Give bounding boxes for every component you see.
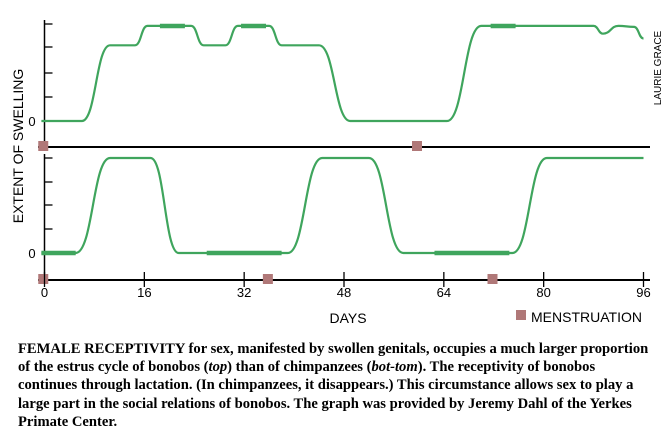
x-tick-label-0: 0 bbox=[41, 285, 48, 300]
menstruation-marker-0 bbox=[38, 274, 49, 284]
swelling-line bbox=[41, 156, 644, 255]
caption-text-3: ). The receptivity of bonobos continues … bbox=[18, 359, 634, 430]
menstruation-marker-1 bbox=[262, 274, 273, 284]
caption-text-2: ) than of chimpanzees ( bbox=[227, 359, 372, 376]
y-zero-label: 0 bbox=[28, 246, 35, 261]
caption-italic-bottom: bot-tom bbox=[371, 359, 418, 376]
menstruation-marker-2 bbox=[487, 274, 498, 284]
x-tick-label-3: 48 bbox=[337, 285, 351, 300]
x-tick-label-5: 80 bbox=[536, 285, 550, 300]
legend-menstruation-label: MENSTRUATION bbox=[531, 309, 642, 325]
x-axis-label: DAYS bbox=[329, 310, 366, 326]
caption-text-1: FEMALE RECEPTIVITY for sex, manifested b… bbox=[18, 341, 649, 376]
x-tick-label-1: 16 bbox=[137, 285, 151, 300]
legend-menstruation-swatch bbox=[516, 310, 526, 320]
credit-label: LAURIE GRACE bbox=[653, 30, 664, 105]
swelling-line bbox=[41, 24, 644, 123]
chimpanzee-panel: 0 bbox=[28, 154, 650, 284]
x-tick-label-4: 64 bbox=[437, 285, 451, 300]
legend: MENSTRUATION bbox=[516, 309, 642, 325]
bonobo-panel: 0 bbox=[28, 20, 650, 151]
menstruation-marker-0 bbox=[38, 141, 49, 151]
swelling-chart: 0 0 0 16 32 48 64 80 96 EXTENT OF SWELLING DAY… bbox=[10, 20, 664, 326]
x-axis-ticks: 0 16 32 48 64 80 96 bbox=[41, 272, 651, 300]
y-zero-label: 0 bbox=[28, 114, 35, 129]
figure-caption: FEMALE RECEPTIVITY for sex, manifested b… bbox=[18, 340, 654, 431]
caption-italic-top: top bbox=[208, 359, 228, 376]
y-axis-label: EXTENT OF SWELLING bbox=[10, 69, 26, 224]
x-tick-label-2: 32 bbox=[237, 285, 251, 300]
menstruation-marker-1 bbox=[412, 141, 423, 151]
x-tick-label-6: 96 bbox=[636, 285, 650, 300]
